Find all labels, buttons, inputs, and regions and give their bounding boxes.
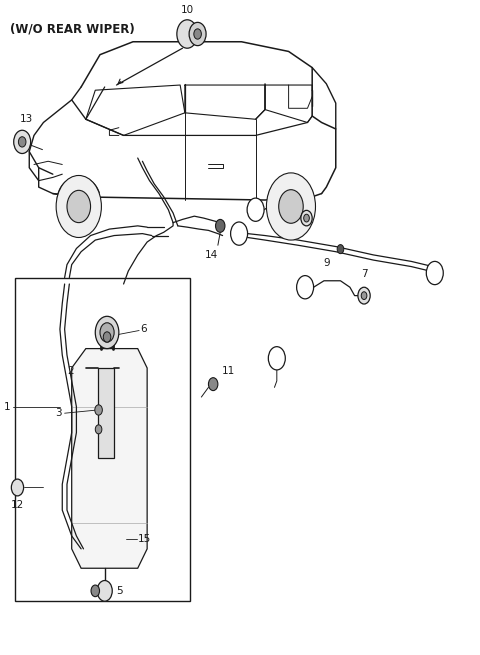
Text: 7: 7 <box>361 269 367 279</box>
Text: 11: 11 <box>222 366 235 377</box>
Text: 3: 3 <box>56 408 62 418</box>
Text: 5: 5 <box>117 586 123 596</box>
Text: 2: 2 <box>67 366 74 376</box>
Text: 8: 8 <box>297 190 304 200</box>
Circle shape <box>230 222 248 245</box>
Circle shape <box>361 291 367 299</box>
Text: B: B <box>432 269 438 278</box>
Text: 9: 9 <box>323 258 330 268</box>
Circle shape <box>297 276 313 299</box>
Circle shape <box>56 176 101 238</box>
Circle shape <box>247 198 264 221</box>
Text: 15: 15 <box>138 534 151 544</box>
Text: 1: 1 <box>4 402 11 412</box>
Polygon shape <box>72 348 147 569</box>
Circle shape <box>426 261 443 285</box>
Circle shape <box>12 479 24 496</box>
Circle shape <box>194 29 202 39</box>
Circle shape <box>337 244 344 253</box>
Text: 12: 12 <box>11 500 24 510</box>
Circle shape <box>91 585 99 597</box>
Circle shape <box>279 190 303 223</box>
Text: A: A <box>274 354 280 363</box>
Bar <box>97 368 114 458</box>
Text: B: B <box>302 283 308 291</box>
Circle shape <box>67 191 91 223</box>
Circle shape <box>18 137 26 147</box>
Text: A: A <box>252 205 259 214</box>
Circle shape <box>177 20 198 48</box>
Circle shape <box>266 173 315 240</box>
Circle shape <box>95 316 119 348</box>
Text: 14: 14 <box>204 250 218 261</box>
Bar <box>15 278 190 601</box>
Text: 10: 10 <box>180 5 194 14</box>
Circle shape <box>95 405 102 415</box>
Text: A: A <box>236 229 242 238</box>
Text: (W/O REAR WIPER): (W/O REAR WIPER) <box>11 22 135 35</box>
Circle shape <box>189 22 206 46</box>
Circle shape <box>103 332 111 342</box>
Circle shape <box>358 288 370 304</box>
Circle shape <box>14 130 31 153</box>
Circle shape <box>216 219 225 233</box>
Circle shape <box>100 323 114 342</box>
Text: 13: 13 <box>20 114 33 124</box>
Circle shape <box>97 580 112 601</box>
Circle shape <box>95 425 102 434</box>
Circle shape <box>268 346 285 370</box>
Circle shape <box>301 210 312 226</box>
Text: 6: 6 <box>140 324 147 334</box>
Circle shape <box>304 214 309 222</box>
Circle shape <box>208 378 218 390</box>
